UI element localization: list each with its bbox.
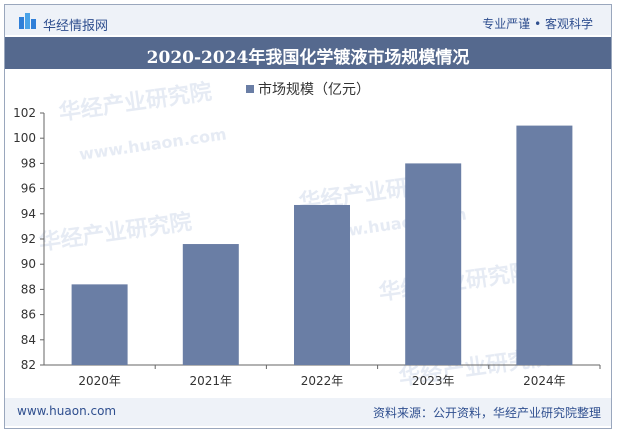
huajing-logo-icon — [19, 13, 36, 29]
x-tick-label: 2020年 — [78, 374, 121, 388]
chart-legend: 市场规模（亿元） — [246, 80, 370, 98]
watermark: 华经产业研究院 — [37, 209, 193, 256]
y-tick-label: 90 — [21, 257, 36, 271]
y-tick-label: 92 — [21, 232, 36, 246]
y-tick-label: 94 — [21, 207, 36, 221]
y-tick-label: 102 — [13, 106, 36, 120]
brand-name: 华经情报网 — [43, 19, 109, 34]
x-tick-label: 2023年 — [412, 374, 455, 388]
bar — [182, 244, 239, 365]
bar — [71, 284, 128, 365]
y-tick-label: 98 — [21, 156, 36, 170]
tagline: 专业严谨 • 客观科学 — [482, 17, 593, 31]
footer-source: 资料来源：公开资料，华经产业研究院整理 — [372, 406, 601, 420]
watermark: 华经产业研究院 — [57, 79, 213, 126]
x-tick-label: 2024年 — [523, 374, 566, 388]
y-tick-label: 100 — [13, 131, 36, 145]
header-bar: 华经情报网 专业严谨 • 客观科学 — [5, 5, 611, 35]
y-tick-label: 96 — [21, 182, 36, 196]
y-tick-label: 84 — [21, 333, 36, 347]
footer-bar: www.huaon.com 资料来源：公开资料，华经产业研究院整理 — [5, 398, 611, 426]
bar — [405, 163, 462, 365]
bar — [516, 125, 573, 365]
watermark: www.huaon.com — [78, 124, 228, 163]
y-tick-label: 88 — [21, 282, 36, 296]
x-tick-label: 2021年 — [190, 374, 233, 388]
footer-url: www.huaon.com — [17, 404, 117, 418]
y-tick-label: 86 — [21, 308, 36, 322]
chart-title: 2020-2024年我国化学镀液市场规模情况 — [146, 48, 470, 68]
legend-swatch — [246, 85, 254, 93]
y-tick-label: 82 — [21, 358, 36, 372]
title-bar: 2020-2024年我国化学镀液市场规模情况 — [5, 37, 611, 69]
x-tick-label: 2022年 — [301, 374, 344, 388]
bar — [294, 204, 350, 365]
legend-label: 市场规模（亿元） — [258, 82, 370, 98]
